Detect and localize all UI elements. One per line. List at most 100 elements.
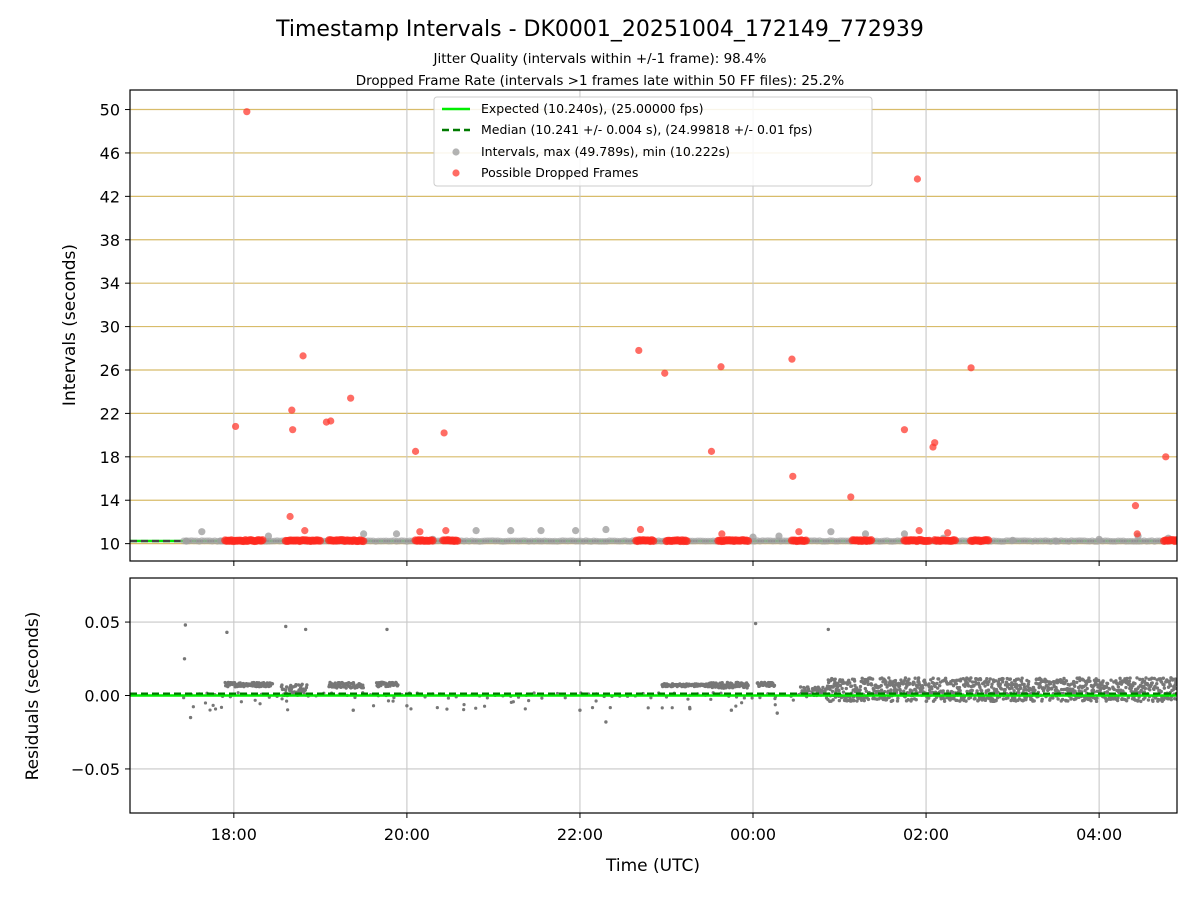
residual-point <box>860 676 864 681</box>
interval-point <box>900 530 909 538</box>
residual-point <box>734 704 738 708</box>
dropped-frame-point <box>984 536 993 545</box>
residual-point <box>1089 699 1093 703</box>
residual-point <box>1116 685 1121 689</box>
residual-point <box>361 686 365 690</box>
residual-point <box>1118 676 1122 681</box>
residual-point <box>884 680 888 684</box>
residual-point <box>996 690 1000 694</box>
residual-point <box>333 681 337 685</box>
residual-point <box>908 681 912 686</box>
dropped-frame-point <box>707 447 716 455</box>
residual-point <box>1100 682 1104 687</box>
residual-point <box>791 698 795 702</box>
x-tick-label: 20:00 <box>384 825 430 844</box>
residual-point <box>1015 683 1019 688</box>
residual-point <box>270 682 275 686</box>
intervals-y-tick-label: 38 <box>100 231 120 250</box>
residual-point <box>1012 689 1016 693</box>
residual-point <box>1069 682 1074 686</box>
residual-point <box>986 688 991 692</box>
residual-point <box>931 676 935 680</box>
residual-point <box>1051 696 1055 700</box>
residual-point <box>988 677 992 681</box>
interval-point <box>507 527 515 535</box>
interval-point <box>360 530 368 538</box>
residual-point <box>1136 698 1140 702</box>
residual-point <box>902 689 906 693</box>
residual-point <box>935 686 940 690</box>
residual-point <box>1104 699 1108 703</box>
residual-point <box>1066 699 1070 703</box>
residual-point <box>895 699 900 703</box>
residual-point <box>966 684 971 688</box>
interval-point <box>602 525 610 534</box>
residual-point <box>898 688 902 693</box>
residual-point <box>1019 679 1024 683</box>
dropped-frame-point <box>359 537 368 546</box>
residual-point <box>772 683 777 688</box>
residual-point <box>949 682 953 686</box>
residual-point <box>985 677 989 681</box>
residual-point <box>1069 696 1073 701</box>
residual-point <box>482 704 487 708</box>
residual-point <box>1148 688 1152 692</box>
residual-point <box>462 708 466 712</box>
residual-point <box>1174 680 1177 684</box>
residual-point <box>998 682 1003 686</box>
chart-subtitle-dropped: Dropped Frame Rate (intervals >1 frames … <box>356 73 845 89</box>
residual-point <box>344 686 348 690</box>
residual-point <box>957 685 962 690</box>
residual-point <box>1085 686 1089 691</box>
residual-point <box>973 696 977 701</box>
x-tick-label: 22:00 <box>557 825 603 844</box>
residual-point <box>351 708 355 712</box>
residual-point <box>1169 697 1173 702</box>
residual-point <box>943 676 948 681</box>
legend-intervals-marker <box>452 148 460 156</box>
dropped-frame-point <box>316 536 325 545</box>
residual-point <box>183 623 188 627</box>
residual-point <box>1127 679 1132 683</box>
residual-point <box>866 697 871 702</box>
residual-point <box>828 687 832 691</box>
dropped-frame-point <box>682 537 691 546</box>
residual-point <box>191 705 195 709</box>
residuals-y-tick-label: −0.05 <box>71 760 120 779</box>
residual-point <box>385 627 389 632</box>
residual-point <box>858 688 862 692</box>
residual-point <box>877 689 881 694</box>
residual-point <box>935 681 939 686</box>
residual-point <box>446 696 451 700</box>
residual-point <box>396 683 400 687</box>
residual-point <box>485 696 489 700</box>
residual-point <box>1103 696 1108 701</box>
residual-point <box>1001 697 1006 701</box>
residual-point <box>1174 686 1177 691</box>
dropped-frame-point <box>743 536 752 545</box>
residual-point <box>899 678 903 682</box>
residual-point <box>578 708 582 712</box>
residual-point <box>590 706 595 710</box>
residual-point <box>807 689 811 693</box>
residual-point <box>852 679 857 683</box>
residual-point <box>203 701 208 705</box>
residual-point <box>1126 695 1131 700</box>
residual-point <box>746 683 750 688</box>
residual-point <box>1003 687 1007 692</box>
residual-point <box>947 682 951 686</box>
residual-point <box>927 682 931 686</box>
dropped-frame-point <box>301 527 309 535</box>
residual-point <box>742 696 746 700</box>
dropped-frame-point <box>636 525 645 534</box>
residual-point <box>1060 697 1065 702</box>
dropped-frame-point <box>327 417 335 425</box>
residual-point <box>1150 676 1154 680</box>
residual-point <box>286 708 290 712</box>
residual-point <box>1006 683 1011 687</box>
residual-point <box>821 685 825 690</box>
chart-title: Timestamp Intervals - DK0001_20251004_17… <box>275 17 924 42</box>
residual-point <box>938 683 942 688</box>
residual-point <box>914 698 918 702</box>
